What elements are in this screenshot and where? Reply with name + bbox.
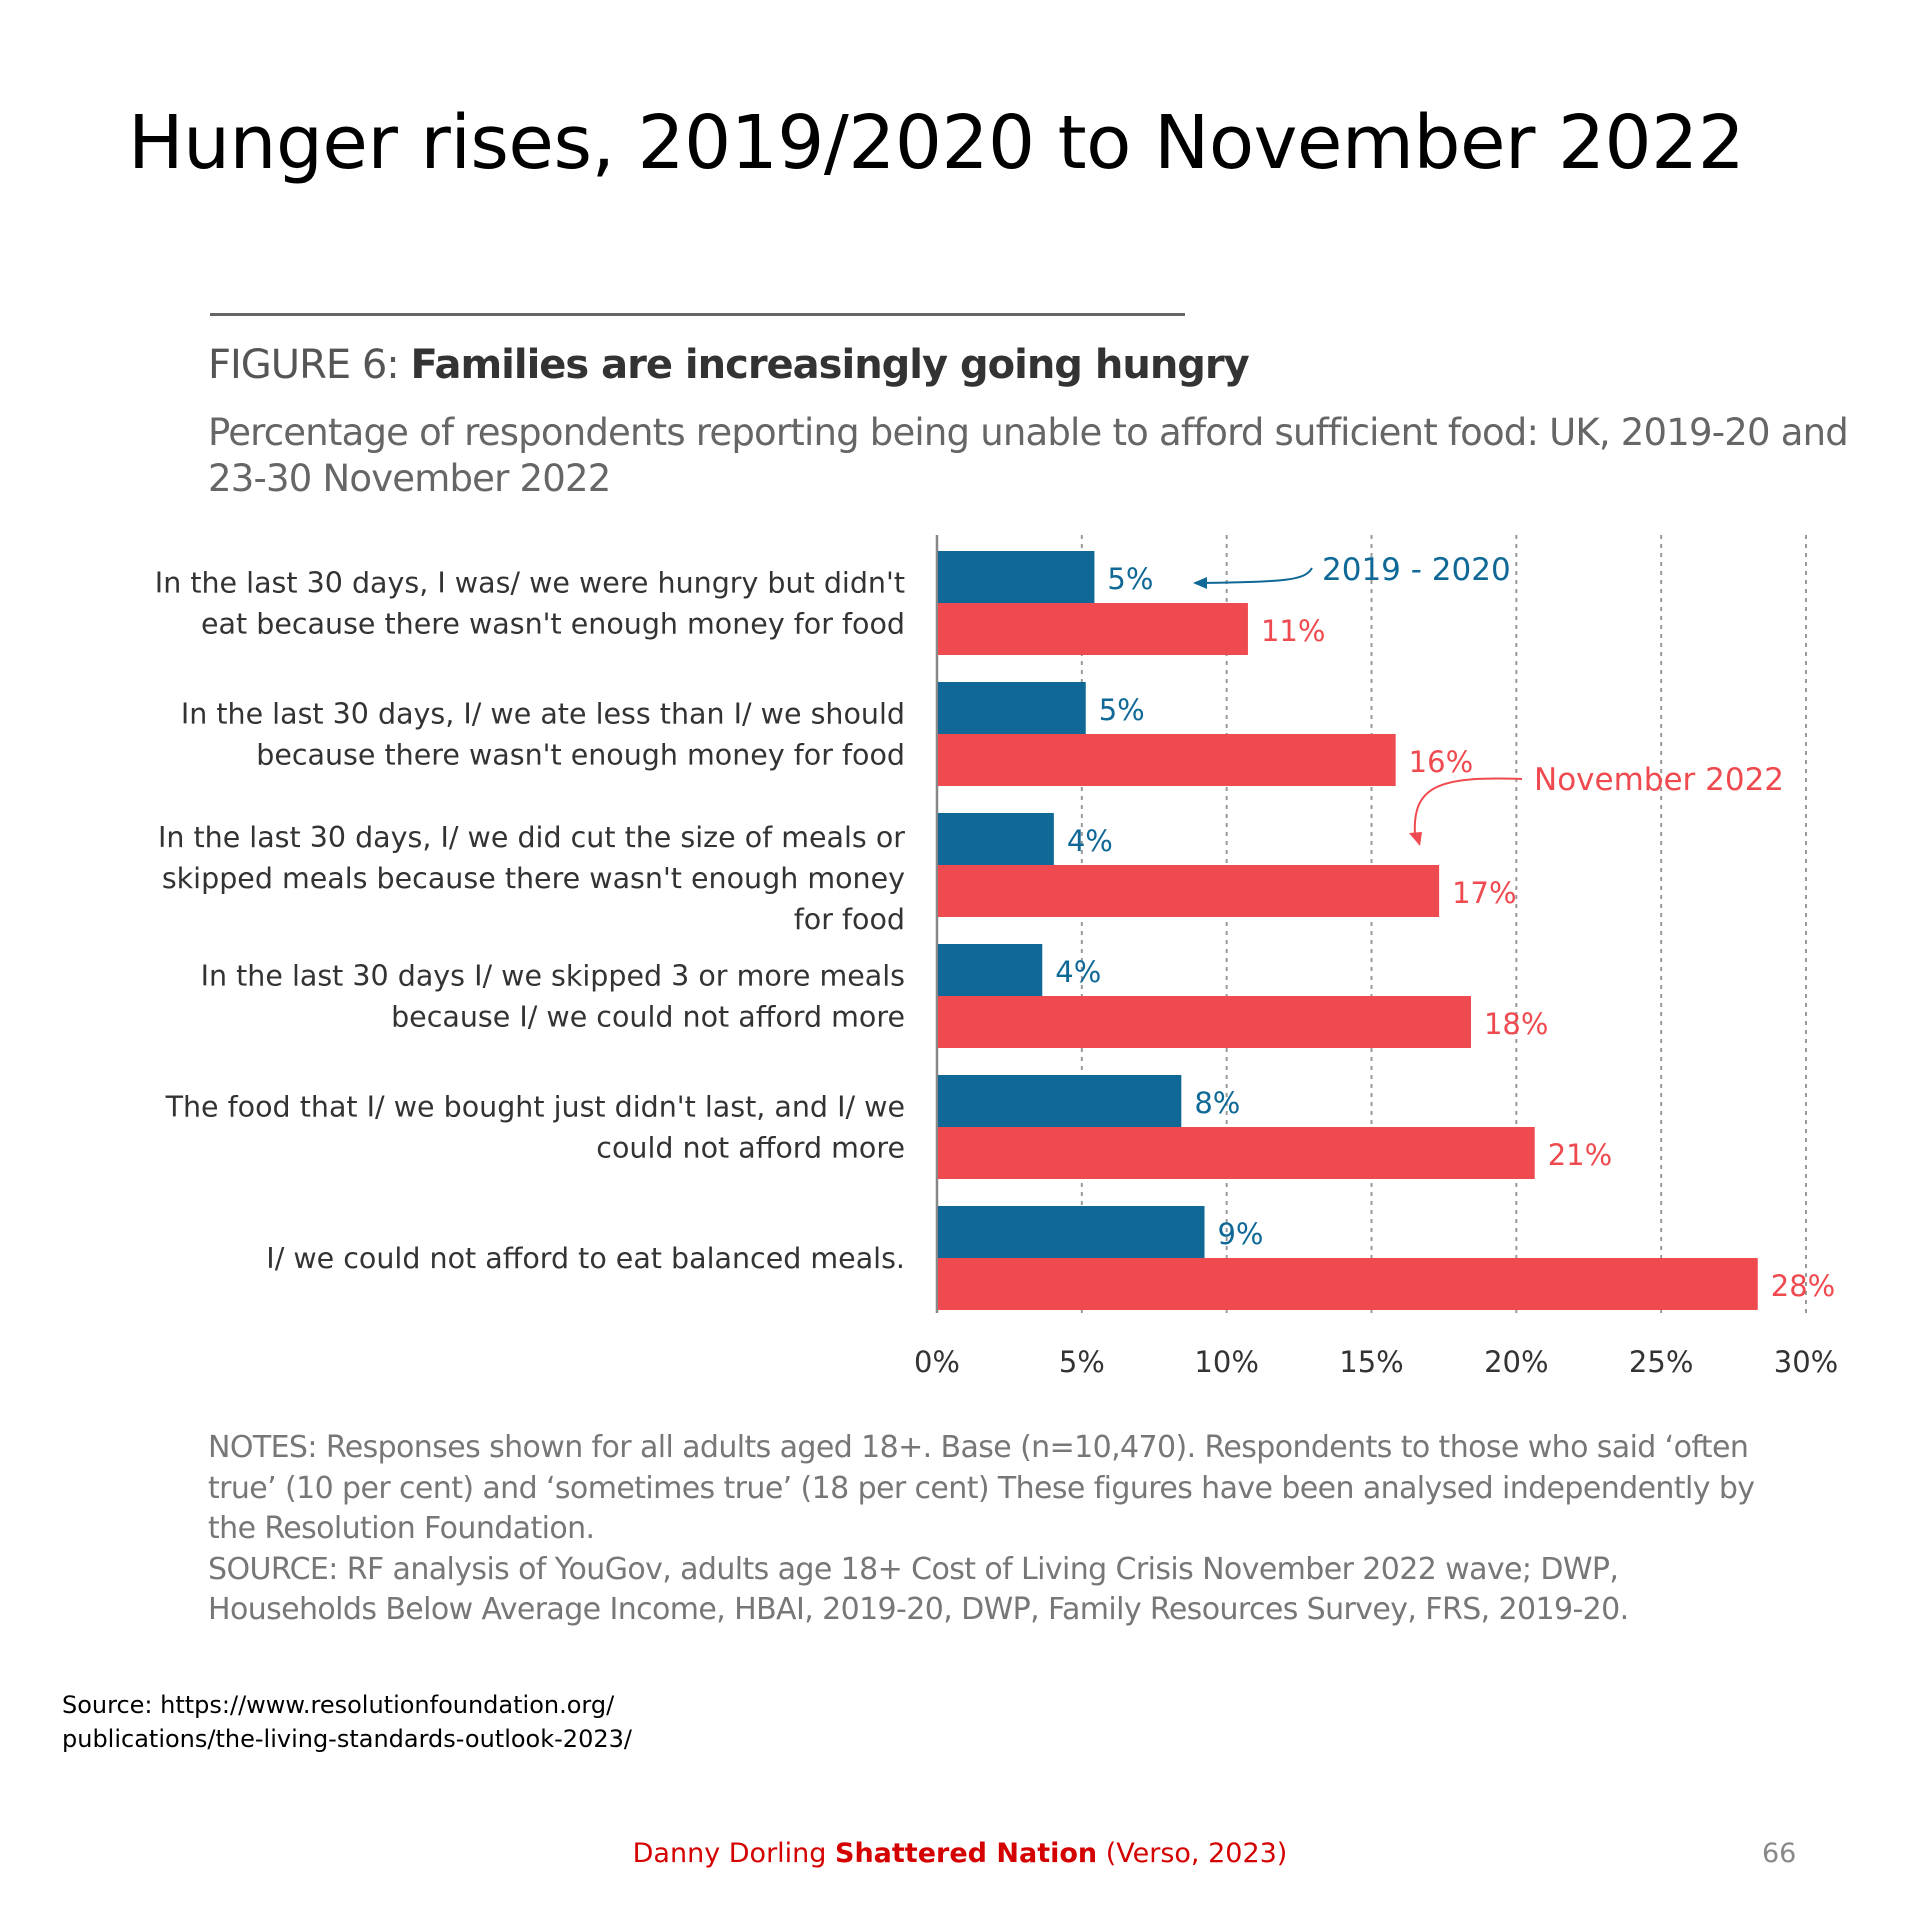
bar-november-2022 <box>938 734 1396 786</box>
value-label: 8% <box>1194 1086 1240 1120</box>
category-label: In the last 30 days, I was/ we were hung… <box>155 567 905 641</box>
figure-notes: NOTES: Responses shown for all adults ag… <box>208 1428 1768 1631</box>
page-number: 66 <box>1762 1838 1797 1869</box>
bar-2019-2020 <box>938 1206 1205 1258</box>
value-label: 11% <box>1261 614 1325 648</box>
value-label: 5% <box>1099 693 1145 727</box>
credit-author: Danny Dorling <box>632 1838 836 1869</box>
x-tick-label: 15% <box>1339 1345 1403 1379</box>
category-label: I/ we could not afford to eat balanced m… <box>266 1242 905 1275</box>
source-url-line-2: publications/the-living-standards-outloo… <box>62 1725 632 1753</box>
arrowhead-2022 <box>1409 832 1422 846</box>
source-text: SOURCE: RF analysis of YouGov, adults ag… <box>208 1551 1629 1628</box>
bar-2019-2020 <box>938 813 1054 865</box>
figure-divider <box>210 313 1185 316</box>
footer-credit: Danny Dorling Shattered Nation (Verso, 2… <box>0 1838 1920 1869</box>
figure-title: FIGURE 6: Families are increasingly goin… <box>208 342 1250 388</box>
credit-book: Shattered Nation <box>835 1838 1098 1869</box>
x-tick-label: 20% <box>1484 1345 1548 1379</box>
x-tick-label: 0% <box>914 1345 960 1379</box>
category-label: In the last 30 days I/ we skipped 3 or m… <box>201 960 905 1034</box>
value-label: 4% <box>1067 824 1113 858</box>
source-url-line-1: Source: https://www.resolutionfoundation… <box>62 1691 615 1719</box>
slide-title: Hunger rises, 2019/2020 to November 2022 <box>128 100 1745 186</box>
value-label: 17% <box>1452 876 1516 910</box>
notes-text: NOTES: Responses shown for all adults ag… <box>208 1430 1755 1546</box>
bar-2019-2020 <box>938 551 1095 603</box>
source-reference: Source: https://www.resolutionfoundation… <box>62 1688 632 1756</box>
legend-arrow-2019 <box>1194 567 1313 584</box>
x-tick-label: 30% <box>1774 1345 1838 1379</box>
category-label: The food that I/ we bought just didn't l… <box>165 1091 905 1165</box>
bar-november-2022 <box>938 603 1248 655</box>
figure-label: FIGURE 6: <box>208 342 411 388</box>
bar-chart: 0% 5% 10% 15% 20% 25% 30% In the last 30 days, … <box>155 535 1838 1379</box>
figure-heading: Families are increasingly going hungry <box>410 342 1250 388</box>
bar-november-2022 <box>938 1258 1758 1310</box>
legend-2019-2020: 2019 - 2020 <box>1322 552 1511 588</box>
category-label: In the last 30 days, I/ we ate less than… <box>181 698 905 772</box>
value-label: 16% <box>1409 745 1473 779</box>
x-tick-label: 10% <box>1194 1345 1258 1379</box>
arrowhead-2019 <box>1193 577 1207 589</box>
legend-november-2022: November 2022 <box>1534 762 1784 798</box>
bar-2019-2020 <box>938 1075 1182 1127</box>
x-tick-label: 5% <box>1059 1345 1105 1379</box>
bar-2019-2020 <box>938 944 1043 996</box>
value-label: 9% <box>1217 1217 1263 1251</box>
bar-november-2022 <box>938 865 1440 917</box>
x-tick-label: 25% <box>1629 1345 1693 1379</box>
value-label: 5% <box>1107 562 1153 596</box>
bar-2019-2020 <box>938 682 1086 734</box>
legend-arrow-2022 <box>1413 777 1523 836</box>
figure-subtitle: Percentage of respondents reporting bein… <box>208 411 1849 500</box>
category-label: In the last 30 days, I/ we did cut the s… <box>158 821 905 936</box>
value-label: 4% <box>1055 955 1101 989</box>
bar-november-2022 <box>938 996 1471 1048</box>
credit-publisher: (Verso, 2023) <box>1097 1838 1288 1869</box>
bar-november-2022 <box>938 1127 1535 1179</box>
value-label: 21% <box>1548 1138 1612 1172</box>
value-label: 28% <box>1771 1269 1835 1303</box>
value-label: 18% <box>1484 1007 1548 1041</box>
